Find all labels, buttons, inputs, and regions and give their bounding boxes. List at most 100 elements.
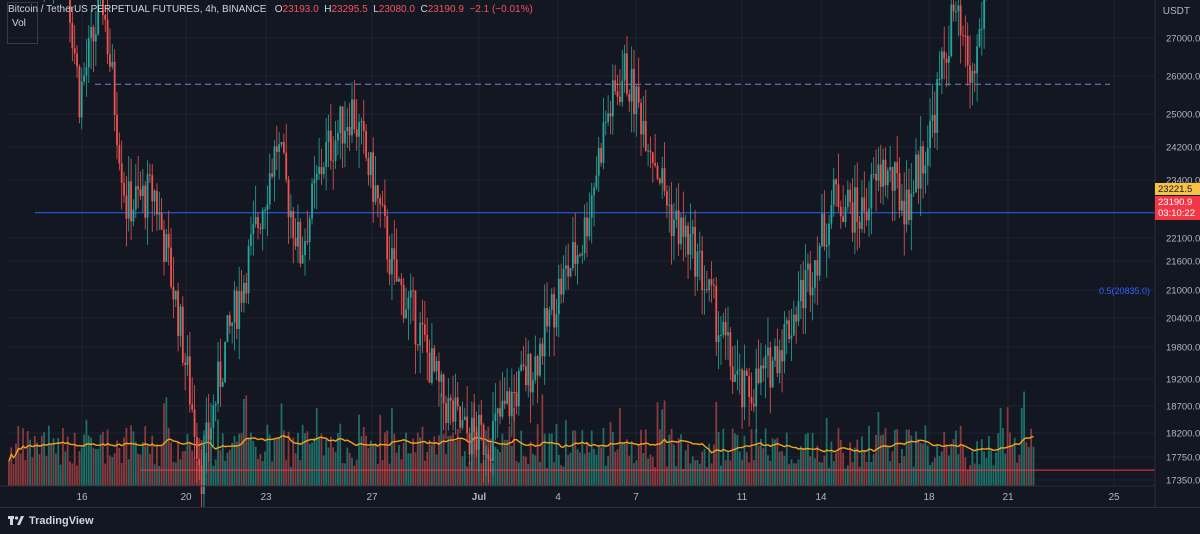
candle-body — [402, 284, 405, 319]
volume-bar — [680, 434, 682, 486]
candle-body — [398, 278, 400, 282]
volume-bar — [59, 464, 62, 486]
volume-bar — [285, 459, 288, 486]
volume-bar — [64, 451, 67, 486]
volume-bar — [374, 443, 377, 486]
volume-bar — [729, 460, 732, 486]
volume-bar — [179, 459, 182, 486]
candle-body — [541, 343, 544, 357]
candle-body — [774, 345, 776, 361]
volume-bar — [480, 463, 483, 486]
volume-bar — [670, 428, 673, 486]
volume-bar — [245, 395, 248, 486]
volume-bar — [102, 431, 104, 486]
candle-body — [416, 344, 419, 346]
candle-body — [196, 437, 198, 459]
close-value: 23190.9 — [427, 4, 464, 15]
tradingview-brand[interactable]: TradingView — [8, 515, 94, 527]
volume-bar — [694, 460, 696, 486]
volume-bar — [407, 453, 410, 486]
candle-body — [581, 253, 584, 256]
volume-bar — [294, 453, 297, 486]
candle-body — [149, 174, 151, 176]
volume-bar — [501, 433, 504, 486]
volume-bar — [351, 458, 353, 486]
candle-body — [102, 0, 104, 16]
volume-bar — [92, 447, 95, 486]
candle-body — [346, 127, 349, 131]
candle-body — [468, 433, 471, 455]
candle-body — [903, 200, 906, 225]
volume-bar — [745, 452, 748, 486]
candle-body — [574, 242, 577, 264]
volume-bar — [508, 426, 511, 486]
volume-bar — [809, 456, 812, 486]
volume-bar — [167, 427, 170, 486]
volume-bar — [172, 461, 175, 486]
candle-body — [550, 294, 553, 310]
volume-bar — [391, 408, 393, 486]
candle-body — [713, 284, 715, 286]
candle-body — [508, 391, 511, 417]
candle-body — [882, 159, 884, 187]
volume-bar — [541, 394, 544, 486]
price-tick-label: 23400.0 — [1166, 176, 1200, 187]
candle-body — [214, 403, 217, 406]
volume-bar — [724, 460, 727, 486]
volume-bar — [318, 437, 320, 486]
volume-bar — [774, 439, 776, 486]
volume-bar — [790, 459, 793, 486]
volume-bar — [933, 457, 936, 486]
volume-bar — [423, 460, 426, 486]
candle-body — [891, 167, 894, 191]
candle-body — [708, 279, 711, 291]
volume-bar — [529, 441, 532, 486]
candle-body — [616, 91, 619, 97]
volume-bar — [10, 447, 13, 486]
candle-body — [240, 291, 243, 303]
candle-body — [90, 27, 93, 39]
volume-bar — [515, 460, 518, 486]
volume-bar — [611, 431, 614, 486]
volume-bar — [449, 435, 452, 486]
volume-bar — [995, 452, 997, 486]
volume-bar — [337, 433, 339, 486]
candle-body — [856, 187, 859, 222]
candle-body — [386, 216, 389, 260]
candle-body — [294, 237, 297, 247]
candle-body — [170, 247, 172, 287]
volume-bar — [708, 443, 711, 486]
volume-bar — [329, 436, 332, 486]
volume-bar — [882, 434, 884, 486]
candle-body — [816, 260, 819, 276]
candle-body — [724, 321, 727, 336]
time-tick-label: 20 — [180, 492, 192, 503]
volume-bar — [447, 436, 450, 486]
candle-body — [647, 150, 649, 152]
candle-body — [527, 353, 530, 386]
volume-bar — [438, 435, 440, 486]
candle-body — [243, 282, 245, 303]
volume-indicator-label[interactable]: Vol — [12, 18, 26, 29]
candle-body — [837, 184, 840, 207]
candle-body — [184, 362, 187, 365]
candle-body — [433, 348, 436, 372]
volume-bar — [525, 456, 527, 486]
candle-body — [682, 217, 685, 237]
candle-body — [788, 320, 790, 339]
legend-box[interactable] — [7, 2, 38, 44]
candle-body — [134, 186, 137, 210]
volume-bar — [886, 445, 889, 486]
volume-bar — [738, 451, 741, 486]
candle-body — [137, 186, 140, 190]
volume-bar — [113, 453, 116, 486]
volume-bar — [238, 433, 241, 486]
volume-bar — [193, 457, 196, 486]
candle-body — [802, 279, 805, 309]
candle-body — [449, 397, 452, 401]
candle-body — [823, 213, 826, 247]
candle-body — [144, 185, 147, 218]
candle-body — [628, 93, 631, 102]
candle-body — [478, 414, 480, 450]
